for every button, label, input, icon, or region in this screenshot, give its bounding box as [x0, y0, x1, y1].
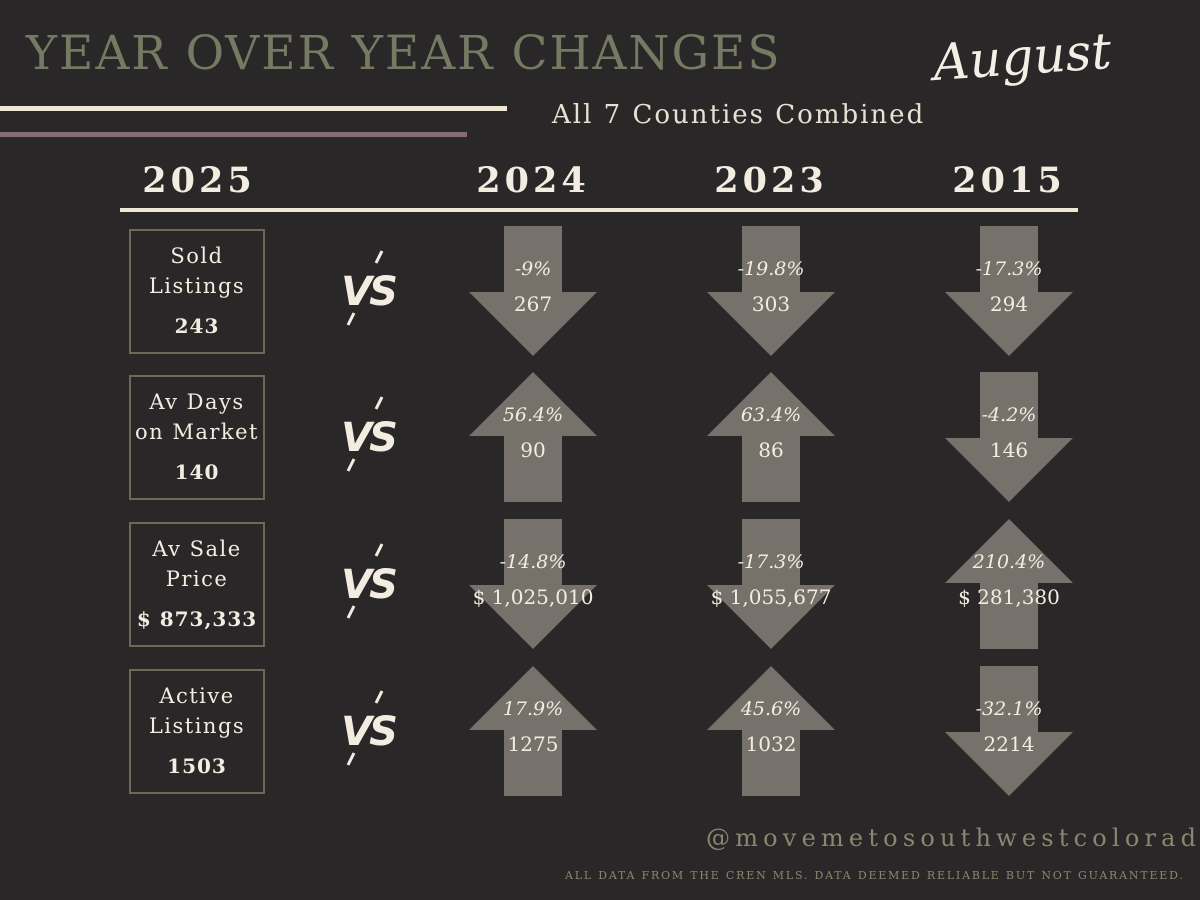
percent-change: 56.4% [502, 404, 564, 426]
percent-change: -17.3% [975, 258, 1043, 280]
comparison-value: 267 [513, 292, 553, 316]
comparison-cell: -32.1% 2214 [945, 666, 1073, 796]
comparison-value: 303 [751, 292, 791, 316]
vs-text: VS [341, 562, 396, 608]
comparison-value: 86 [758, 438, 784, 462]
metric-box: Av Sale Price $ 873,333 [129, 522, 265, 647]
comparison-cell: -17.3% 294 [945, 226, 1073, 356]
comparison-value: 1275 [507, 732, 559, 756]
metric-current-value: 243 [174, 314, 220, 338]
comparison-value: $ 1,055,677 [710, 585, 832, 609]
comparison-value: 146 [989, 438, 1029, 462]
metric-box: Sold Listings 243 [129, 229, 265, 354]
arrow-down-icon [469, 226, 597, 356]
month-label: August [931, 21, 1114, 93]
vs-icon: VS [338, 540, 399, 630]
arrow-up-icon [469, 666, 597, 796]
disclaimer: ALL DATA FROM THE CREN MLS. DATA DEEMED … [565, 869, 1185, 882]
vs-text: VS [341, 269, 396, 315]
arrow-up-icon [707, 372, 835, 502]
year-header-2015: 2015 [952, 160, 1066, 201]
vs-text: VS [341, 415, 396, 461]
year-header-2023: 2023 [714, 160, 828, 201]
percent-change: 17.9% [502, 698, 564, 720]
comparison-cell: 56.4% 90 [469, 372, 597, 502]
percent-change: -14.8% [499, 551, 567, 573]
arrow-down-icon [945, 666, 1073, 796]
arrow-down-icon [707, 226, 835, 356]
vs-icon: VS [338, 687, 399, 777]
metric-box: Active Listings 1503 [129, 669, 265, 794]
comparison-value: $ 1,025,010 [472, 585, 594, 609]
percent-change: 45.6% [740, 698, 802, 720]
comparison-cell: -19.8% 303 [707, 226, 835, 356]
metric-label-line: Av Sale [152, 537, 242, 561]
comparison-value: 90 [520, 438, 546, 462]
page-title: YEAR OVER YEAR CHANGES [26, 26, 782, 81]
metric-label: Av Days on Market [131, 387, 263, 447]
metric-label-line: Av Days [149, 390, 245, 414]
metric-current-value: $ 873,333 [136, 607, 258, 631]
arrow-down-icon [945, 372, 1073, 502]
percent-change: -17.3% [737, 551, 805, 573]
comparison-value: $ 281,380 [958, 585, 1060, 609]
metric-label: Sold Listings [131, 241, 263, 301]
percent-change: 63.4% [740, 404, 802, 426]
metric-label-line: Listings [148, 714, 246, 738]
metric-label-line: Price [165, 567, 229, 591]
metric-label: Av Sale Price [131, 534, 263, 594]
vs-text: VS [341, 709, 396, 755]
percent-change: -9% [514, 258, 552, 280]
comparison-cell: 17.9% 1275 [469, 666, 597, 796]
metric-box: Av Days on Market 140 [129, 375, 265, 500]
metric-label-line: Active [159, 684, 235, 708]
year-header-current: 2025 [142, 160, 256, 201]
subtitle: All 7 Counties Combined [552, 100, 926, 130]
year-header-2024: 2024 [476, 160, 590, 201]
comparison-cell: 63.4% 86 [707, 372, 835, 502]
metric-label-line: Listings [148, 274, 246, 298]
social-handle: @movemetosouthwestcolorado [706, 824, 1200, 852]
metric-label: Active Listings [131, 681, 263, 741]
comparison-cell: -17.3% $ 1,055,677 [707, 519, 835, 649]
comparison-cell: -14.8% $ 1,025,010 [469, 519, 597, 649]
metric-current-value: 140 [174, 460, 220, 484]
vs-icon: VS [338, 393, 399, 483]
comparison-cell: 210.4% $ 281,380 [945, 519, 1073, 649]
comparison-value: 1032 [745, 732, 797, 756]
arrow-down-icon [469, 519, 597, 649]
arrow-down-icon [945, 226, 1073, 356]
arrow-down-icon [707, 519, 835, 649]
percent-change: -32.1% [975, 698, 1043, 720]
percent-change: -19.8% [737, 258, 805, 280]
percent-change: 210.4% [972, 551, 1046, 573]
comparison-value: 2214 [983, 732, 1035, 756]
header-divider [120, 208, 1078, 212]
decorative-line-mauve [0, 132, 467, 137]
arrow-up-icon [707, 666, 835, 796]
percent-change: -4.2% [981, 404, 1037, 426]
vs-icon: VS [338, 247, 399, 337]
comparison-value: 294 [989, 292, 1029, 316]
metric-label-line: Sold [170, 244, 224, 268]
comparison-cell: -9% 267 [469, 226, 597, 356]
arrow-up-icon [945, 519, 1073, 649]
arrow-up-icon [469, 372, 597, 502]
decorative-line-cream [0, 106, 507, 111]
metric-label-line: on Market [135, 420, 259, 444]
metric-current-value: 1503 [167, 754, 227, 778]
comparison-cell: 45.6% 1032 [707, 666, 835, 796]
comparison-cell: -4.2% 146 [945, 372, 1073, 502]
